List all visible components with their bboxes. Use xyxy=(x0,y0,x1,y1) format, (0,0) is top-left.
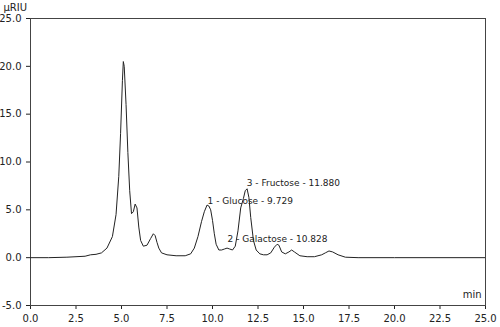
svg-text:0.0: 0.0 xyxy=(23,313,39,324)
svg-text:5.0: 5.0 xyxy=(114,313,130,324)
svg-text:3 - Fructose - 11.880: 3 - Fructose - 11.880 xyxy=(247,178,341,188)
svg-text:20.0: 20.0 xyxy=(383,313,405,324)
svg-text:0.0: 0.0 xyxy=(6,252,22,263)
svg-text:25.0: 25.0 xyxy=(0,13,22,24)
svg-text:1 - Glucose - 9.729: 1 - Glucose - 9.729 xyxy=(208,196,294,206)
svg-text:5.0: 5.0 xyxy=(6,204,22,215)
svg-text:20.0: 20.0 xyxy=(0,61,22,72)
svg-text:min: min xyxy=(463,289,482,300)
svg-text:7.5: 7.5 xyxy=(159,313,175,324)
svg-text:22.5: 22.5 xyxy=(429,313,451,324)
svg-text:17.5: 17.5 xyxy=(338,313,360,324)
svg-text:2 - Galactose - 10.828: 2 - Galactose - 10.828 xyxy=(228,234,328,244)
svg-text:15.0: 15.0 xyxy=(292,313,314,324)
svg-text:10.0: 10.0 xyxy=(201,313,223,324)
svg-text:µRIU: µRIU xyxy=(4,2,28,13)
svg-text:15.0: 15.0 xyxy=(0,108,22,119)
svg-text:10.0: 10.0 xyxy=(0,156,22,167)
svg-text:2.5: 2.5 xyxy=(68,313,84,324)
svg-text:-5.0: -5.0 xyxy=(2,300,22,311)
svg-text:12.5: 12.5 xyxy=(247,313,269,324)
svg-text:25.0: 25.0 xyxy=(474,313,496,324)
